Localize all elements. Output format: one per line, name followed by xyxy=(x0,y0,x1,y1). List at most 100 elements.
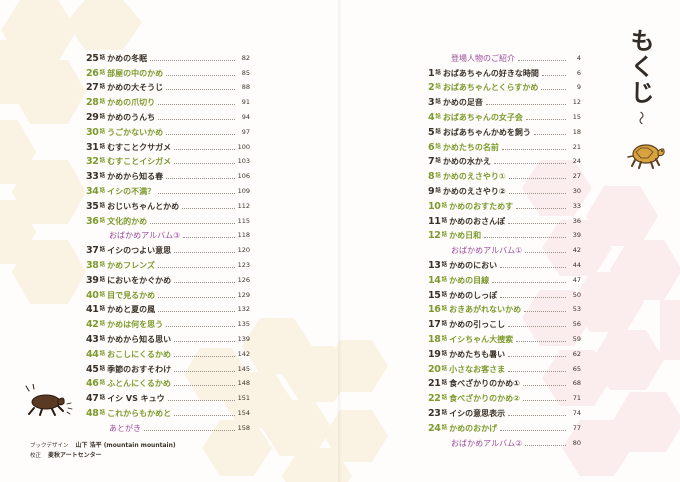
chapter-number: 15 xyxy=(428,289,441,301)
dot-leader xyxy=(166,89,235,91)
dot-leader xyxy=(500,429,566,431)
toc-entry: おばかめアルバム① 42 xyxy=(428,240,581,255)
toc-entry: 22 話食べざかりのかめ② 71 xyxy=(428,388,581,404)
toc-entry: 23 話イシの意思表示 74 xyxy=(428,403,581,419)
dot-leader xyxy=(166,74,235,76)
chapter-title: かめと夏の風 xyxy=(107,305,156,315)
chapter-title: 食べざかりのかめ① xyxy=(449,379,520,389)
page-number: 139 xyxy=(237,334,250,343)
page-number: 59 xyxy=(572,334,581,343)
dot-leader xyxy=(157,266,235,268)
page-number: 71 xyxy=(572,394,581,403)
page-number: 80 xyxy=(572,438,581,447)
chapter-title: イシの不満？ xyxy=(107,186,156,196)
chapter-suffix: 話 xyxy=(99,128,106,135)
chapter-suffix: 話 xyxy=(441,409,448,416)
toc-entry: 25 話かめの冬眠 82 xyxy=(86,48,250,64)
chapter-suffix: 話 xyxy=(441,217,448,224)
chapter-suffix: 話 xyxy=(441,291,448,298)
toc-entry: 44 話おこしにくるかめ 142 xyxy=(86,344,250,359)
chapter-number: 13 xyxy=(428,259,441,271)
chapter-title: かめから知る春 xyxy=(107,172,164,182)
dot-leader xyxy=(518,59,566,61)
page-number: 65 xyxy=(572,364,581,373)
toc-entry: 41 話かめと夏の風 132 xyxy=(86,300,250,315)
toc-entry: 43 話かめから知る思い 139 xyxy=(86,329,250,345)
hex-tile xyxy=(586,186,658,246)
toc-entry: 46 話ふとんにくるかめ 148 xyxy=(86,374,250,389)
chapter-number: 11 xyxy=(428,215,441,227)
chapter-title: イシ VS キュウ xyxy=(107,394,165,404)
chapter-number: 36 xyxy=(86,215,99,227)
dot-leader xyxy=(144,429,235,431)
page-number: 97 xyxy=(241,127,250,136)
page-number: 112 xyxy=(237,201,250,210)
chapter-title: 小さなお客さま xyxy=(449,364,506,374)
hex-tile xyxy=(184,348,248,400)
dot-leader xyxy=(158,104,235,106)
chapter-number: 21 xyxy=(428,378,441,390)
toc-entry: 29 話かめのうんち 94 xyxy=(86,107,250,123)
chapter-title: 目で見るかめ xyxy=(107,290,156,300)
chapter-number: 38 xyxy=(86,259,99,271)
page-number: 68 xyxy=(572,379,581,388)
toc-entry: 45 話季節のおすそわけ 145 xyxy=(86,359,250,374)
dot-leader xyxy=(173,385,235,387)
chapter-suffix: 話 xyxy=(99,261,106,268)
hex-tile xyxy=(12,160,86,224)
chapter-number: 48 xyxy=(86,407,99,419)
chapter-suffix: 話 xyxy=(99,335,106,342)
toc-entry: 20 話小さなお客さま 65 xyxy=(428,359,581,374)
dot-leader xyxy=(500,296,566,298)
chapter-title: かめのえさやり② xyxy=(442,186,506,196)
hex-tile xyxy=(12,240,86,304)
chapter-suffix: 話 xyxy=(441,350,448,357)
toc-entry: 12 話かめ日和 39 xyxy=(428,226,581,241)
chapter-title: かめのうんち xyxy=(107,112,156,122)
chapter-suffix: 話 xyxy=(441,232,448,239)
page-number: 24 xyxy=(572,157,581,166)
chapter-suffix: 話 xyxy=(441,424,448,431)
page-number: 27 xyxy=(572,172,581,181)
dot-leader xyxy=(533,133,566,135)
page-number: 6 xyxy=(576,68,581,77)
chapter-suffix: 話 xyxy=(99,143,106,150)
dot-leader xyxy=(174,370,235,372)
chapter-title: おばかめアルバム② xyxy=(451,438,523,448)
chapter-number: 26 xyxy=(86,67,99,79)
chapter-number: 12 xyxy=(428,230,441,242)
page-number: 94 xyxy=(241,112,250,121)
toc-entry: 18 話イシちゃん大捜索 59 xyxy=(428,329,581,345)
chapter-number: 34 xyxy=(86,185,99,197)
toc-entry: 6 話かめたちの名前 21 xyxy=(428,137,581,152)
chapter-number: 27 xyxy=(86,82,99,94)
credit-proof-label: 校正 xyxy=(30,453,42,459)
chapter-title: かめのえさやり① xyxy=(442,172,506,182)
toc-entry: おばかめアルバム② 80 xyxy=(428,433,581,448)
dot-leader xyxy=(524,311,566,313)
hex-tile xyxy=(562,420,632,476)
toc-entry: 39 話においをかぐかめ 126 xyxy=(86,270,250,286)
chapter-suffix: 話 xyxy=(99,173,106,180)
chapter-number: 4 xyxy=(428,111,435,123)
chapter-title: 登場人物のご紹介 xyxy=(451,53,515,63)
chapter-title: かめのおかげ xyxy=(449,423,498,433)
chapter-title: かめの水かえ xyxy=(442,157,491,167)
chapter-number: 19 xyxy=(428,348,441,360)
chapter-title: おばあちゃんの好きな時間 xyxy=(442,68,539,78)
chapter-suffix: 話 xyxy=(99,306,106,313)
toc-entry: 32 話むすことイシガメ 103 xyxy=(86,152,250,167)
toc-entry: 21 話食べざかりのかめ① 68 xyxy=(428,374,581,389)
chapter-title: おばかめアルバム③ xyxy=(109,231,181,241)
page-number: 53 xyxy=(572,305,581,314)
page-number: 103 xyxy=(237,157,250,166)
chapter-title: むすことイシガメ xyxy=(107,157,172,167)
page-number: 100 xyxy=(237,142,250,151)
page-number: 33 xyxy=(572,201,581,210)
hex-tile xyxy=(612,392,680,452)
dot-leader xyxy=(516,207,566,209)
chapter-title: 季節のおすそわけ xyxy=(107,364,172,374)
dot-leader xyxy=(182,207,235,209)
page-number: 50 xyxy=(572,290,581,299)
